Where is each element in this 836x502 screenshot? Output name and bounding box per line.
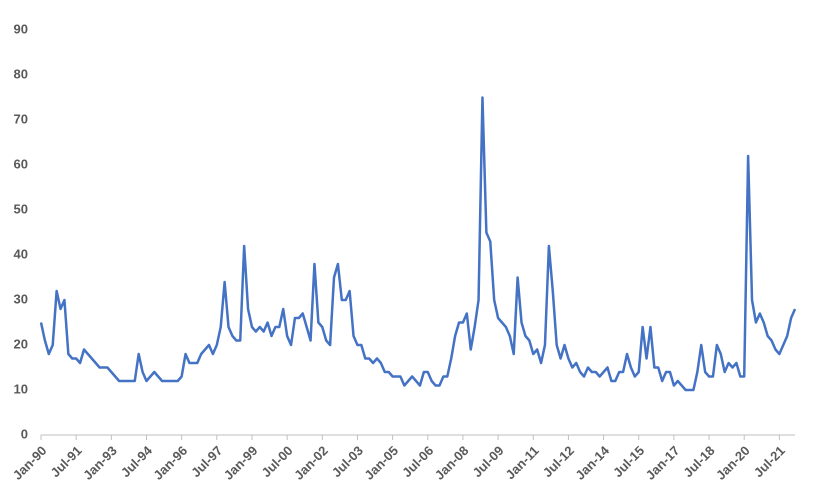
x-tick-label: Jan-11 xyxy=(503,443,542,482)
x-tick-label: Jul-18 xyxy=(680,443,717,480)
x-tick-label: Jan-20 xyxy=(713,443,753,483)
x-tick-label: Jan-05 xyxy=(361,443,401,483)
y-tick-label: 80 xyxy=(14,66,28,81)
y-tick-label: 50 xyxy=(14,201,28,216)
x-tick-label: Jan-17 xyxy=(643,443,683,483)
x-tick-label: Jul-15 xyxy=(610,443,647,480)
y-tick-label: 40 xyxy=(14,246,28,261)
x-tick-label: Jan-90 xyxy=(10,443,50,483)
y-tick-label: 60 xyxy=(14,156,28,171)
x-tick-label: Jul-12 xyxy=(540,443,577,480)
x-tick-label: Jan-93 xyxy=(80,443,120,483)
x-tick-label: Jul-09 xyxy=(469,443,506,480)
x-tick-label: Jul-00 xyxy=(258,443,295,480)
x-tick-label: Jan-99 xyxy=(221,443,261,483)
x-tick-label: Jul-94 xyxy=(118,442,156,480)
x-tick-label: Jan-02 xyxy=(291,443,331,483)
x-tick-label: Jan-14 xyxy=(572,442,612,482)
y-tick-label: 10 xyxy=(14,381,28,396)
x-tick-label: Jul-21 xyxy=(751,443,788,480)
y-tick-label: 30 xyxy=(14,291,28,306)
x-tick-label: Jul-91 xyxy=(48,443,85,480)
y-tick-label: 90 xyxy=(14,21,28,36)
x-tick-label: Jan-08 xyxy=(432,443,472,483)
series-line xyxy=(39,96,797,392)
x-tick-label: Jan-96 xyxy=(150,443,190,483)
y-tick-label: 20 xyxy=(14,336,28,351)
x-tick-label: Jul-06 xyxy=(399,443,436,480)
y-tick-label: 70 xyxy=(14,111,28,126)
x-tick-label: Jul-03 xyxy=(329,443,366,480)
y-tick-label: 0 xyxy=(21,426,28,441)
x-tick-label: Jul-97 xyxy=(188,443,225,480)
